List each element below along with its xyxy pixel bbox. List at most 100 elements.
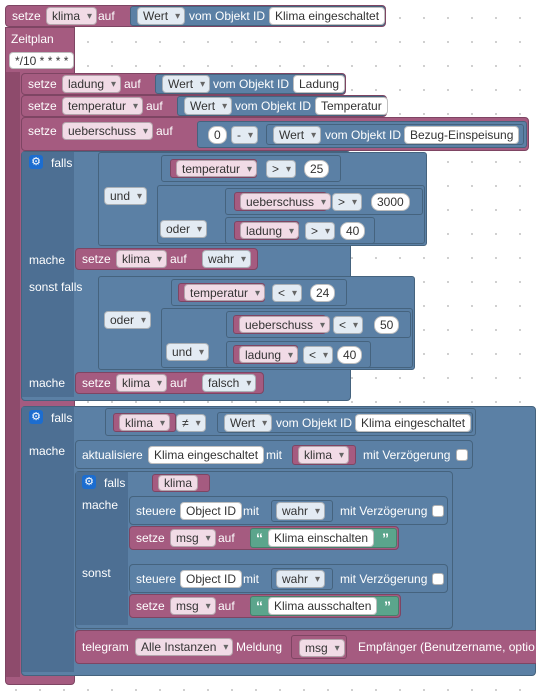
object-id-field[interactable]: Klima eingeschaltet	[269, 7, 386, 25]
or-dropdown[interactable]: oder	[160, 220, 208, 238]
get-value-block[interactable]: Wert vom Objekt ID Bezug-Einspeisung	[266, 124, 524, 145]
variable-dropdown[interactable]: klima	[116, 374, 168, 392]
text-field[interactable]: Klima einschalten	[268, 529, 375, 547]
or-dropdown[interactable]: oder	[104, 311, 152, 329]
number-field[interactable]: 0	[208, 126, 227, 144]
variable-dropdown[interactable]: msg	[170, 597, 216, 615]
compare-block[interactable]: ueberschuss > 3000	[225, 188, 423, 215]
boolean-block[interactable]: wahr	[271, 500, 333, 522]
gear-icon[interactable]: ⚙	[29, 155, 43, 169]
boolean-dropdown[interactable]: wahr	[202, 250, 252, 268]
and-block-2[interactable]: und ueberschuss < 50 ladung < 40	[161, 308, 413, 368]
set-ueberschuss-block[interactable]: setze ueberschuss auf 0 - Wert vom Objek…	[21, 117, 529, 151]
value-kind-dropdown[interactable]: Wert	[137, 7, 186, 25]
operator-dropdown[interactable]: <	[303, 346, 334, 364]
text-field[interactable]: Klima ausschalten	[268, 597, 378, 615]
set-msg-block[interactable]: setze msg auf “ Klima einschalten ”	[129, 526, 399, 550]
variable-dropdown[interactable]: temperatur	[184, 284, 266, 302]
get-value-block[interactable]: Wert vom Objekt ID Temperatur	[177, 96, 388, 116]
variable-dropdown[interactable]: ueberschuss	[239, 316, 331, 334]
cron-field[interactable]: */10 * * * *	[9, 52, 75, 69]
compare-block[interactable]: ladung < 40	[226, 341, 371, 368]
variable-dropdown[interactable]: ladung	[62, 75, 122, 93]
number-field[interactable]: 3000	[371, 193, 410, 211]
value-kind-dropdown[interactable]: Wert	[162, 75, 211, 93]
and-dropdown[interactable]: und	[166, 343, 210, 361]
operator-dropdown[interactable]: >	[332, 193, 363, 211]
set-klima-false-block[interactable]: setze klima auf falsch	[75, 372, 264, 394]
variable-block[interactable]: klima	[113, 413, 176, 432]
variable-dropdown[interactable]: temperatur	[176, 160, 258, 178]
object-id-field[interactable]: Ladung	[293, 75, 346, 93]
variable-dropdown[interactable]: klima	[116, 250, 168, 268]
delay-checkbox[interactable]	[432, 505, 444, 517]
object-id-field[interactable]: Klima eingeschaltet	[355, 414, 472, 432]
text-block[interactable]: “ Klima ausschalten ”	[250, 596, 399, 616]
compare-block[interactable]: temperatur > 25	[161, 155, 341, 182]
get-value-block[interactable]: Wert vom Objekt ID Klima eingeschaltet	[130, 6, 386, 26]
boolean-block[interactable]: wahr	[271, 568, 333, 590]
variable-dropdown[interactable]: klima	[46, 7, 98, 25]
operator-dropdown[interactable]: ≠	[176, 414, 206, 432]
variable-block[interactable]: ueberschuss	[233, 315, 331, 334]
variable-block[interactable]: msg	[291, 635, 347, 659]
instance-dropdown[interactable]: Alle Instanzen	[135, 638, 234, 656]
gear-icon[interactable]: ⚙	[29, 410, 43, 424]
math-subtract-block[interactable]: 0 - Wert vom Objekt ID Bezug-Einspeisung	[197, 121, 527, 148]
variable-block[interactable]: temperatur	[178, 283, 266, 302]
gear-icon[interactable]: ⚙	[82, 475, 96, 489]
set-msg-block[interactable]: setze msg auf “ Klima ausschalten ”	[129, 594, 401, 618]
number-field[interactable]: 40	[337, 346, 363, 364]
control-block[interactable]: steuere Object ID mit wahr mit Verzögeru…	[129, 564, 448, 593]
and-dropdown[interactable]: und	[104, 187, 148, 205]
number-field[interactable]: 24	[310, 284, 336, 302]
variable-block[interactable]: klima	[292, 445, 356, 465]
variable-dropdown[interactable]: temperatur	[62, 97, 144, 115]
boolean-dropdown[interactable]: falsch	[202, 374, 257, 392]
control-block[interactable]: steuere Object ID mit wahr mit Verzögeru…	[129, 496, 448, 525]
or-block[interactable]: oder ueberschuss > 3000 ladung > 40	[157, 185, 425, 244]
variable-block[interactable]: ladung	[234, 221, 300, 240]
variable-dropdown[interactable]: msg	[299, 639, 345, 657]
variable-dropdown[interactable]: klima	[119, 414, 171, 432]
value-kind-dropdown[interactable]: Wert	[184, 97, 233, 115]
object-id-field[interactable]: Bezug-Einspeisung	[404, 126, 520, 144]
operator-dropdown[interactable]: >	[305, 222, 336, 240]
variable-dropdown[interactable]: klima	[298, 446, 350, 464]
variable-dropdown[interactable]: ladung	[239, 346, 299, 364]
delay-checkbox[interactable]	[456, 449, 468, 461]
or-block-2[interactable]: oder temperatur < 24 und ueberschuss < 5…	[98, 276, 415, 370]
text-block[interactable]: “ Klima einschalten ”	[250, 528, 397, 548]
value-kind-dropdown[interactable]: Wert	[224, 414, 273, 432]
operator-dropdown[interactable]: <	[272, 284, 303, 302]
delay-checkbox[interactable]	[432, 573, 444, 585]
get-value-block[interactable]: Wert vom Objekt ID Ladung	[155, 74, 346, 94]
variable-dropdown[interactable]: ladung	[240, 222, 300, 240]
number-field[interactable]: 50	[374, 316, 400, 334]
variable-block[interactable]: ueberschuss	[234, 192, 332, 211]
set-klima-block[interactable]: setze klima auf Wert vom Objekt ID Klima…	[5, 5, 386, 27]
value-kind-dropdown[interactable]: Wert	[273, 126, 322, 144]
compare-block[interactable]: ladung > 40	[225, 217, 375, 244]
variable-block[interactable]: klima	[152, 474, 210, 492]
and-block[interactable]: und temperatur > 25 oder ueberschuss > 3…	[98, 152, 427, 246]
variable-dropdown[interactable]: msg	[170, 529, 216, 547]
object-id-field[interactable]: Klima eingeschaltet	[148, 446, 265, 464]
set-temperatur-block[interactable]: setze temperatur auf Wert vom Objekt ID …	[21, 95, 388, 117]
operator-dropdown[interactable]: >	[266, 160, 297, 178]
variable-field[interactable]: klima	[158, 475, 199, 491]
telegram-block[interactable]: telegram Alle Instanzen Meldung msg Empf…	[75, 630, 536, 664]
variable-dropdown[interactable]: ueberschuss	[62, 122, 154, 140]
operator-dropdown[interactable]: <	[333, 316, 364, 334]
compare-block[interactable]: ueberschuss < 50	[226, 311, 411, 338]
set-ladung-block[interactable]: setze ladung auf Wert vom Objekt ID Ladu…	[21, 73, 346, 95]
number-field[interactable]: 25	[304, 160, 330, 178]
variable-block[interactable]: ladung	[233, 345, 299, 364]
number-field[interactable]: 40	[340, 222, 366, 240]
compare-block[interactable]: klima ≠ Wert vom Objekt ID Klima eingesc…	[105, 408, 476, 436]
update-block[interactable]: aktualisiere Klima eingeschaltet mit kli…	[75, 440, 473, 469]
boolean-dropdown[interactable]: wahr	[276, 570, 326, 588]
object-id-field[interactable]: Object ID	[180, 502, 243, 520]
operator-dropdown[interactable]: -	[231, 126, 258, 144]
object-id-field[interactable]: Object ID	[180, 570, 243, 588]
